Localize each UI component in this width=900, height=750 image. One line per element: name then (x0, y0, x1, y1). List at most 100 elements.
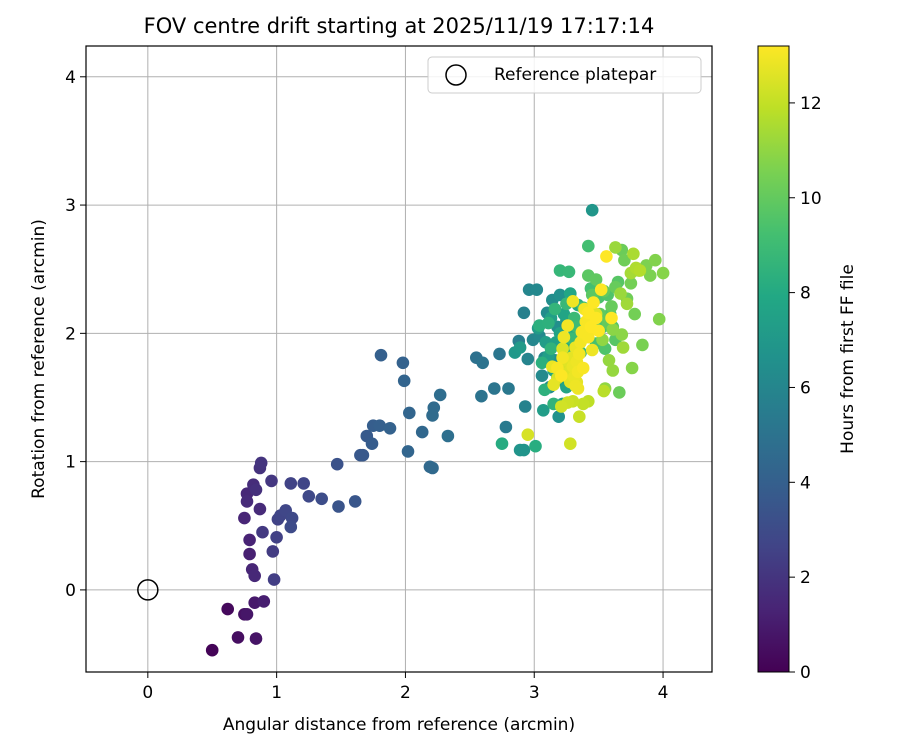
data-point (499, 420, 513, 434)
data-point (365, 437, 379, 451)
data-point (600, 250, 613, 263)
data-point (383, 422, 397, 435)
data-point (248, 569, 261, 583)
data-point (557, 330, 571, 344)
data-point (555, 400, 568, 413)
x-tick-label: 4 (658, 683, 669, 703)
data-point (616, 341, 630, 354)
data-point (475, 389, 488, 403)
data-point (582, 330, 595, 344)
data-point (205, 643, 219, 657)
data-point (284, 520, 298, 534)
colorbar-tick-label: 0 (800, 663, 811, 683)
x-tick-label: 3 (529, 683, 540, 703)
data-point (548, 302, 562, 316)
data-point (625, 361, 639, 375)
reference-platepar-marker (137, 579, 159, 601)
data-point (332, 500, 345, 513)
legend: Reference platepar (427, 56, 702, 94)
data-point (589, 273, 603, 286)
data-point (529, 439, 542, 453)
data-point (231, 631, 245, 644)
data-point (620, 297, 634, 311)
data-point (564, 437, 577, 451)
y-tick-label: 0 (65, 581, 76, 601)
data-point (530, 283, 544, 297)
legend-label: Reference platepar (494, 65, 656, 85)
data-point (513, 341, 527, 354)
colorbar-gradient (757, 45, 790, 673)
data-point (243, 533, 256, 547)
data-point (566, 295, 580, 308)
data-point (521, 428, 535, 442)
data-point (627, 247, 640, 261)
y-tick-label: 2 (65, 324, 76, 344)
data-point (518, 400, 532, 413)
data-point (624, 277, 638, 290)
data-point (605, 300, 618, 313)
data-point (606, 364, 620, 377)
data-point (374, 348, 388, 362)
data-point (556, 351, 569, 365)
data-point (253, 502, 267, 516)
data-point (330, 457, 344, 471)
data-point (618, 253, 631, 267)
y-tick-label: 1 (65, 453, 76, 473)
data-point (633, 264, 647, 277)
colorbar-tick-label: 4 (800, 473, 811, 493)
data-point (589, 311, 603, 325)
y-tick-label: 3 (65, 196, 76, 216)
data-point (493, 347, 506, 361)
data-points (205, 203, 670, 657)
data-point (256, 525, 269, 539)
data-point (562, 265, 576, 279)
y-axis-label: Rotation from reference (arcmin) (29, 219, 49, 499)
colorbar-ticks: 0 2 4 6 8 10 12 (789, 94, 822, 683)
data-point (373, 419, 387, 433)
data-point (547, 378, 560, 392)
data-point (606, 323, 620, 336)
data-point (302, 490, 316, 503)
data-point (488, 382, 501, 395)
data-point (571, 382, 585, 395)
data-point (628, 307, 641, 321)
data-point (537, 404, 550, 417)
data-point (585, 203, 599, 217)
legend-box (427, 56, 702, 94)
data-point (348, 495, 362, 508)
data-point (556, 342, 569, 356)
data-point (517, 306, 531, 320)
data-point (397, 374, 411, 388)
data-point (521, 352, 535, 366)
data-point (652, 312, 666, 326)
y-axis-ticks: 0 1 2 3 4 (65, 68, 86, 601)
data-point (243, 547, 256, 561)
data-point (284, 477, 298, 490)
x-tick-label: 2 (400, 683, 411, 703)
colorbar-tick-label: 10 (800, 189, 822, 209)
colorbar-tick-label: 8 (800, 284, 811, 304)
data-point (249, 483, 263, 497)
data-point (576, 361, 590, 375)
data-point (585, 343, 599, 357)
data-point (597, 384, 611, 398)
data-point (643, 269, 657, 282)
data-point (542, 316, 555, 330)
data-point (403, 406, 416, 420)
data-point (592, 324, 605, 338)
data-point (609, 241, 622, 254)
data-point (605, 311, 618, 325)
data-point (535, 369, 549, 383)
data-point (535, 356, 549, 370)
data-point (240, 495, 254, 508)
data-point (573, 347, 586, 361)
data-point (270, 531, 283, 544)
x-tick-label: 1 (271, 683, 282, 703)
plot-area-frame (85, 45, 713, 673)
data-point (573, 410, 586, 424)
legend-marker-circle (445, 64, 467, 86)
chart-title: FOV centre drift starting at 2025/11/19 … (144, 14, 655, 38)
data-point (553, 288, 567, 302)
data-point (441, 429, 455, 443)
